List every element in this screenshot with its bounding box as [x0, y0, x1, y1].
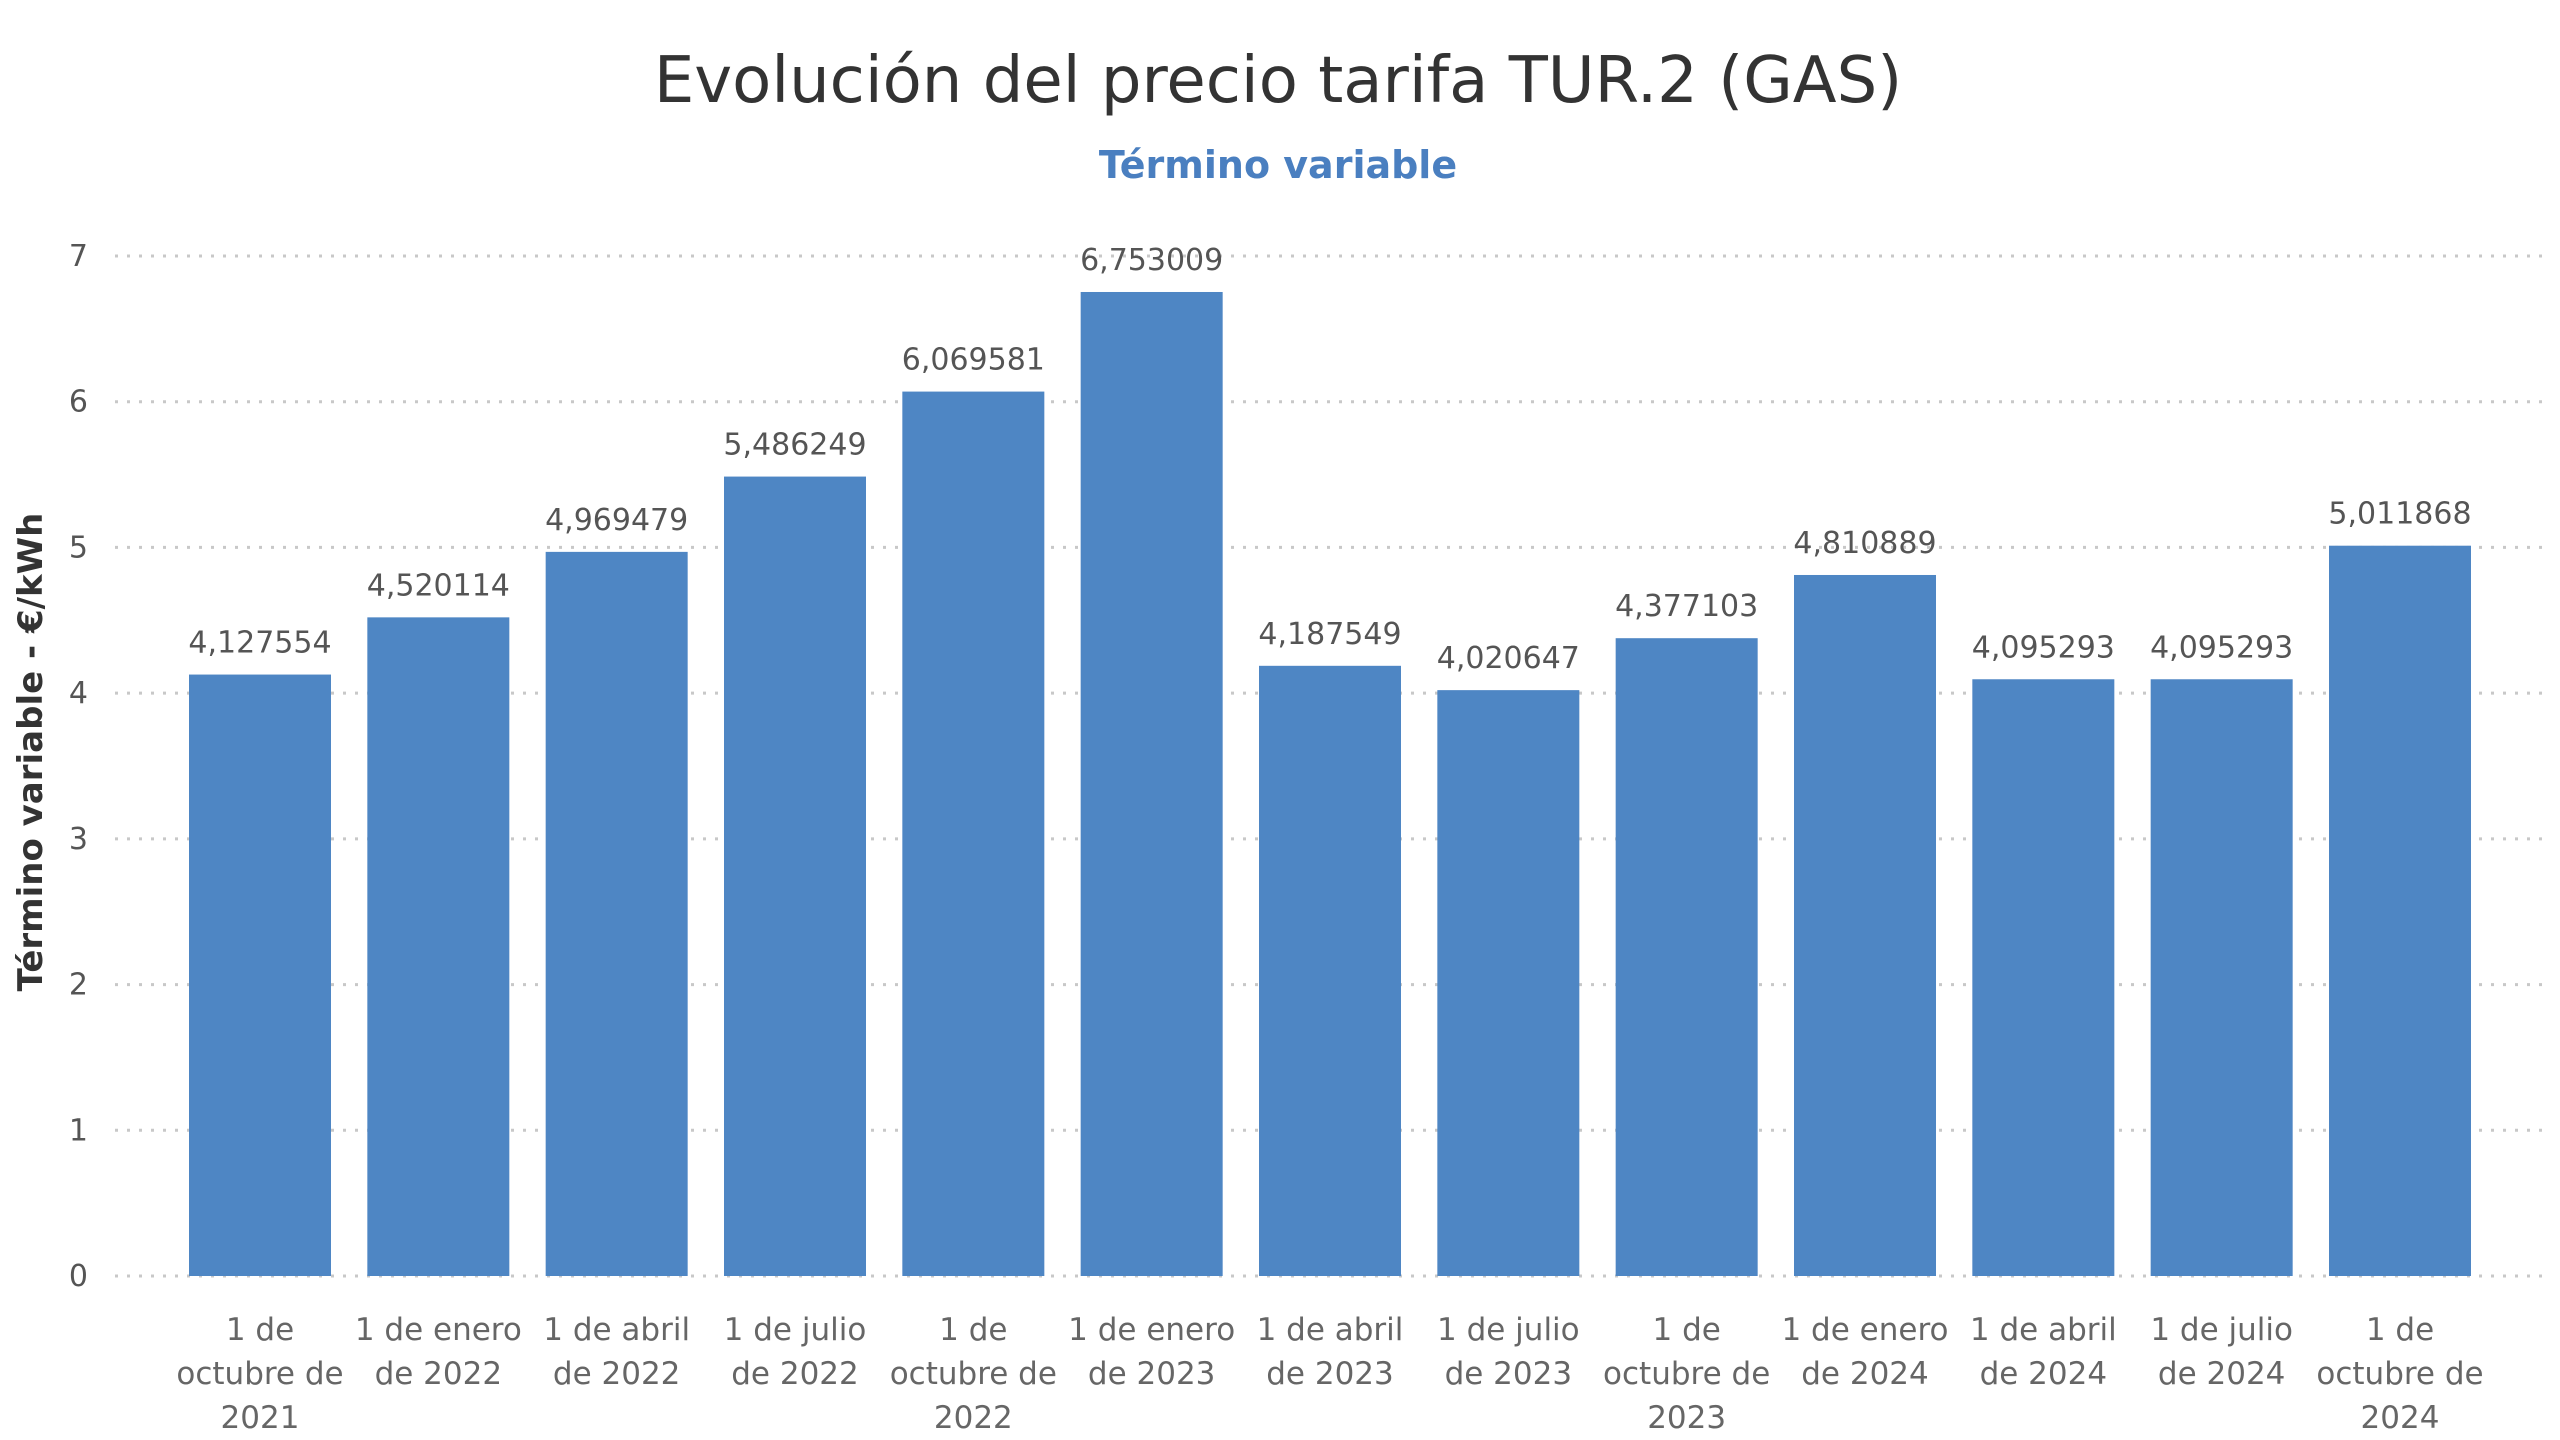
value-label-4: 6,069581 — [902, 343, 1045, 378]
y-tick-label-7: 7 — [69, 239, 88, 274]
value-label-8: 4,377103 — [1615, 589, 1758, 624]
y-tick-label-2: 2 — [69, 968, 88, 1003]
x-tick-label-1: 1 de enero de 2022 — [355, 1312, 522, 1392]
x-tick-label-12: 1 de octubre de 2024 — [2316, 1312, 2483, 1436]
x-tick-label-2: 1 de abril de 2022 — [543, 1312, 690, 1392]
value-label-5: 6,753009 — [1080, 243, 1223, 278]
bars — [189, 291, 2471, 1277]
bar-2 — [545, 551, 688, 1276]
bar-11 — [2150, 679, 2293, 1276]
value-label-9: 4,810889 — [1793, 526, 1936, 561]
bar-12 — [2329, 545, 2471, 1276]
x-tick-label-9: 1 de enero de 2024 — [1781, 1312, 1948, 1392]
value-label-11: 4,095293 — [2150, 630, 2293, 665]
value-label-0: 4,127554 — [188, 626, 331, 661]
y-tick-label-6: 6 — [69, 385, 88, 420]
value-label-1: 4,520114 — [367, 568, 510, 603]
bar-9 — [1794, 574, 1936, 1276]
x-tick-label-6: 1 de abril de 2023 — [1257, 1312, 1404, 1392]
y-tick-label-5: 5 — [69, 530, 88, 565]
x-tick-label-3: 1 de julio de 2022 — [724, 1312, 867, 1392]
x-tick-label-0: 1 de octubre de 2021 — [176, 1312, 343, 1436]
value-label-12: 5,011868 — [2328, 497, 2471, 532]
y-axis-ticks: 0 1 2 3 4 5 6 7 — [69, 239, 88, 1294]
bar-5 — [1080, 291, 1223, 1276]
y-tick-label-4: 4 — [69, 676, 88, 711]
x-tick-label-7: 1 de julio de 2023 — [1437, 1312, 1580, 1392]
bar-4 — [902, 391, 1045, 1277]
y-tick-label-1: 1 — [69, 1113, 88, 1148]
bar-3 — [724, 476, 866, 1276]
bar-0 — [189, 674, 331, 1276]
bar-8 — [1615, 638, 1758, 1276]
chart-subtitle: Término variable — [1099, 143, 1457, 187]
y-tick-label-0: 0 — [69, 1259, 88, 1294]
value-labels: 4,127554 4,520114 4,969479 5,486249 6,069581… — [188, 243, 2471, 676]
x-tick-label-5: 1 de enero de 2023 — [1068, 1312, 1235, 1392]
x-tick-label-11: 1 de julio de 2024 — [2150, 1312, 2293, 1392]
y-axis-label: Término variable - €/kWh — [11, 513, 51, 992]
bar-6 — [1259, 665, 1401, 1276]
bar-10 — [1972, 679, 2115, 1276]
x-tick-label-10: 1 de abril de 2024 — [1970, 1312, 2117, 1392]
value-label-6: 4,187549 — [1258, 617, 1401, 652]
bar-1 — [367, 617, 510, 1276]
value-label-10: 4,095293 — [1972, 630, 2115, 665]
bar-7 — [1437, 690, 1580, 1276]
x-tick-label-4: 1 de octubre de 2022 — [890, 1312, 1057, 1436]
x-tick-label-8: 1 de octubre de 2023 — [1603, 1312, 1770, 1436]
value-label-7: 4,020647 — [1437, 641, 1580, 676]
value-label-3: 5,486249 — [723, 428, 866, 463]
chart-title: Evolución del precio tarifa TUR.2 (GAS) — [654, 44, 1902, 118]
value-label-2: 4,969479 — [545, 503, 688, 538]
y-tick-label-3: 3 — [69, 822, 88, 857]
